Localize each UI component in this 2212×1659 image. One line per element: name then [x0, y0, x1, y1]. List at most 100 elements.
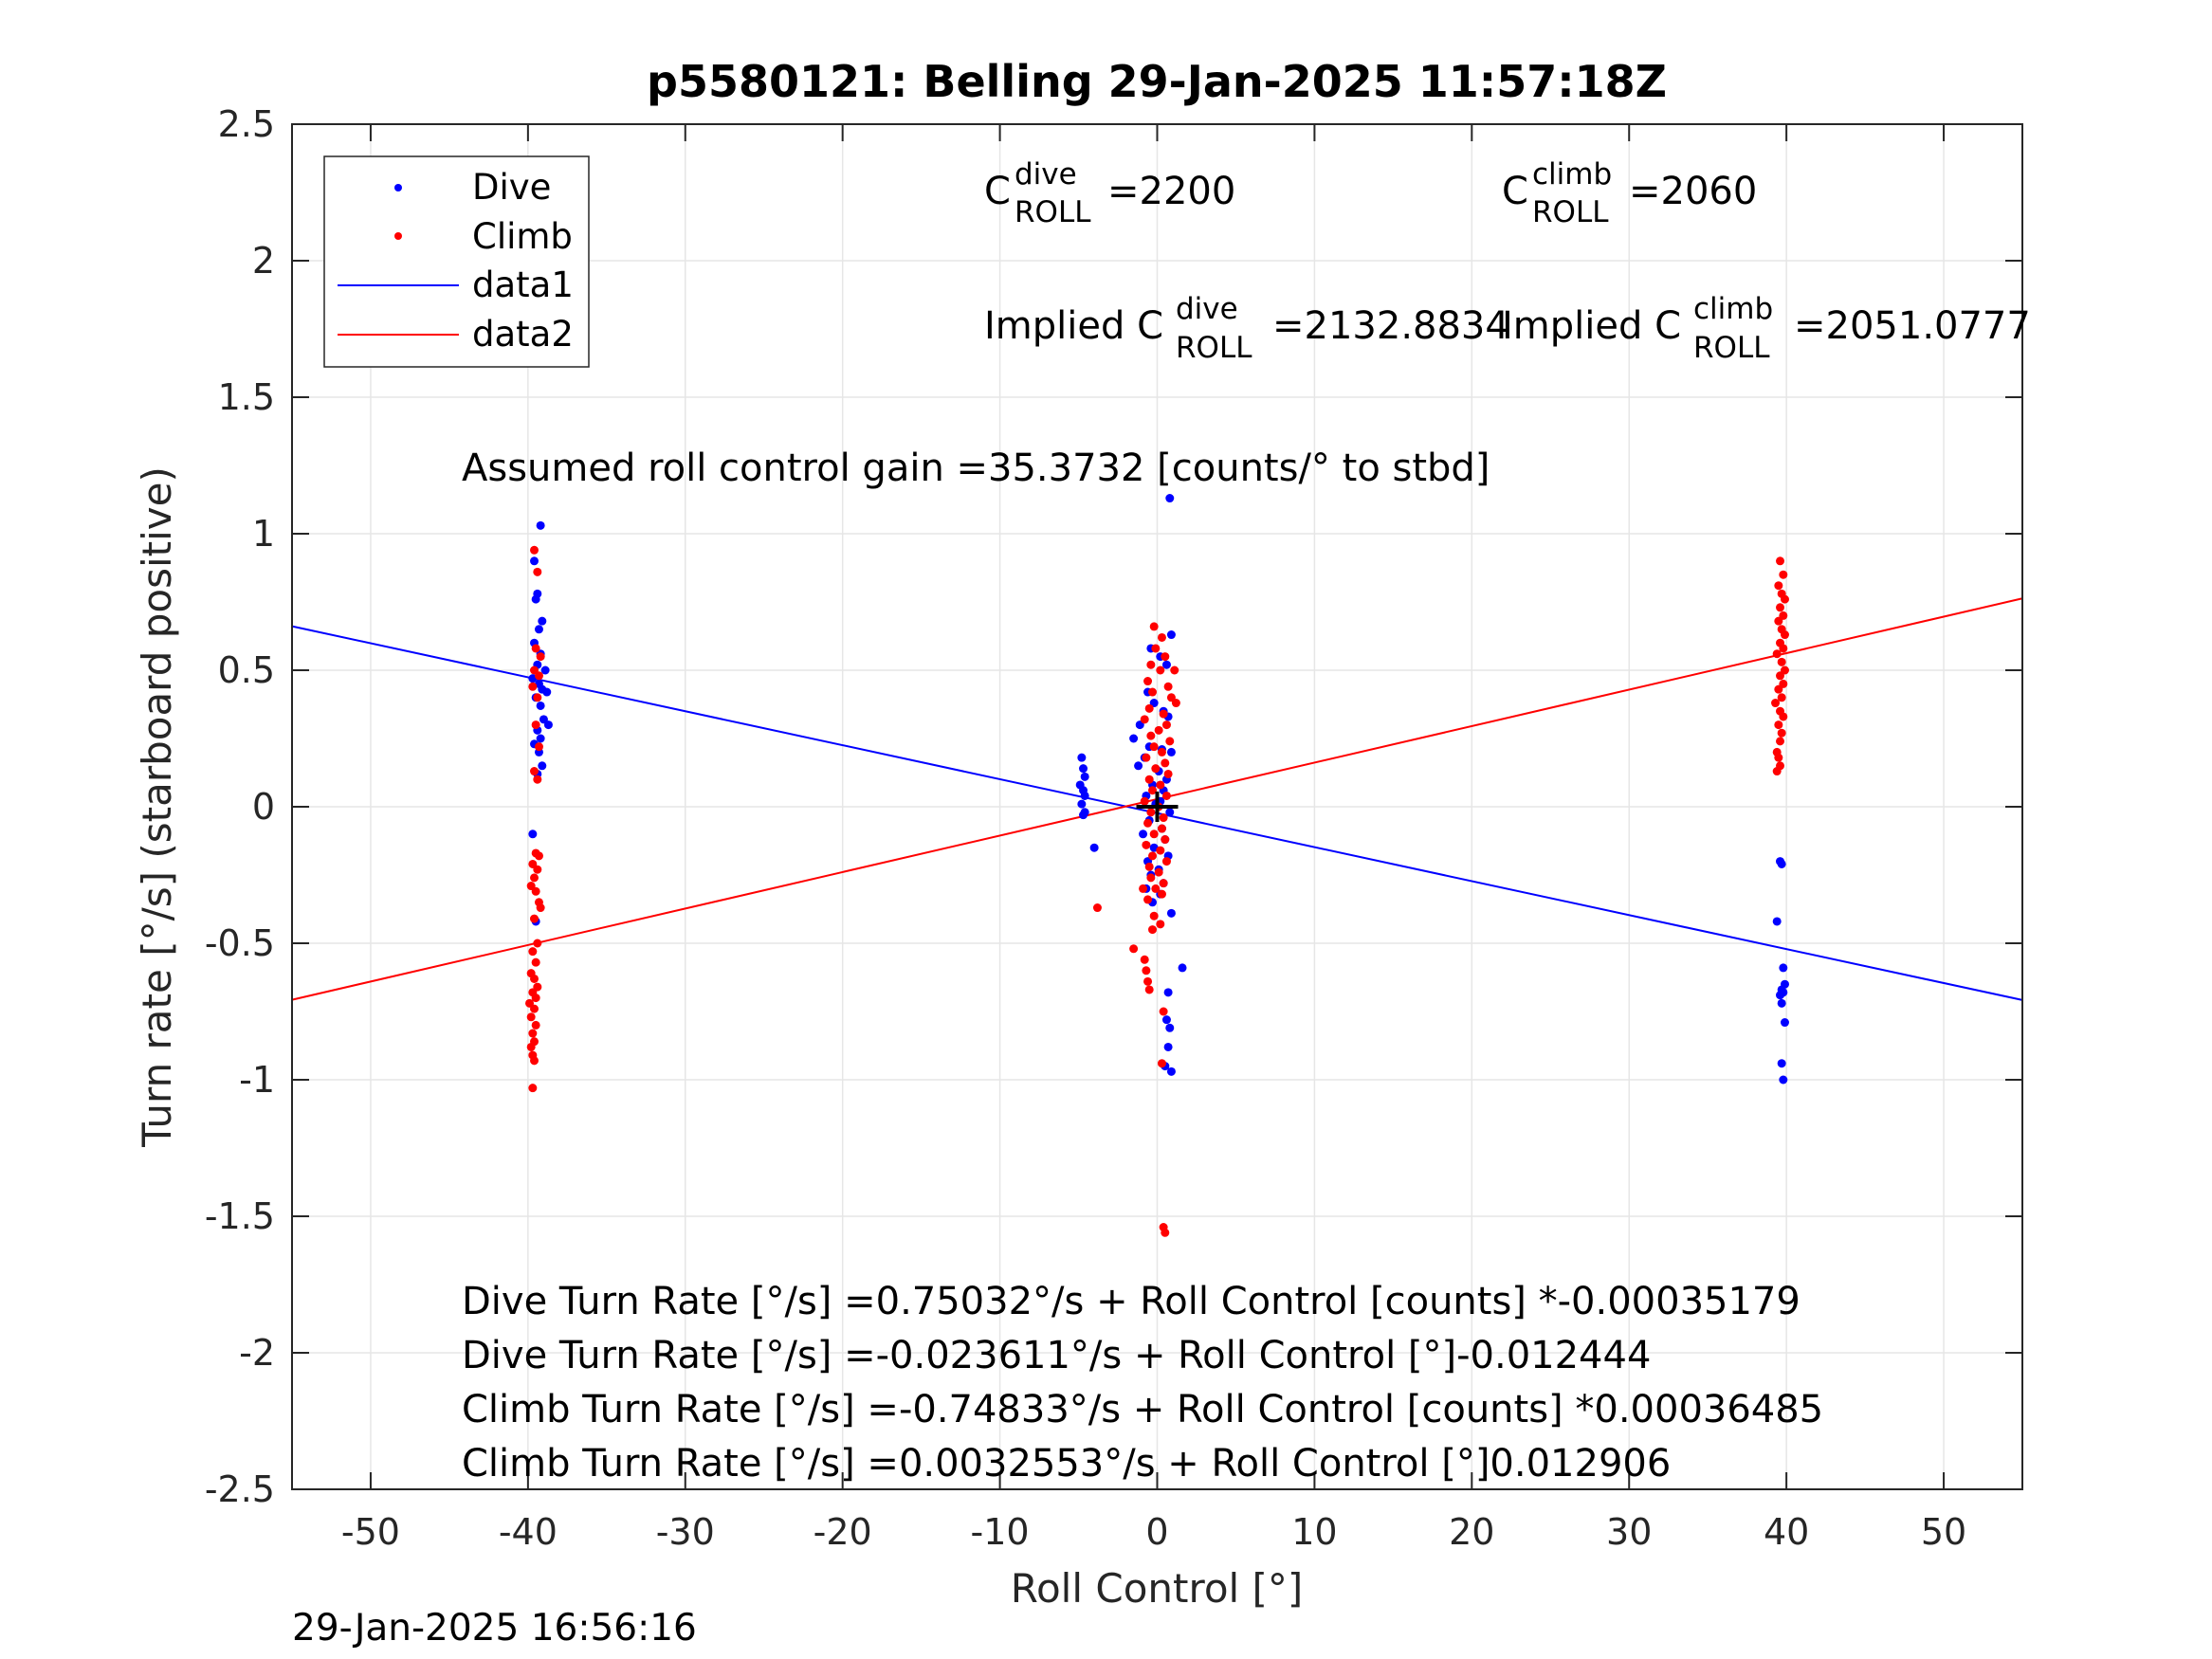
climb-point: [1142, 966, 1151, 975]
climb-point: [1157, 1059, 1166, 1068]
climb-point: [533, 693, 542, 702]
climb-point: [1777, 728, 1786, 738]
x-tick-label: 0: [1145, 1511, 1168, 1553]
climb-point: [526, 1012, 536, 1022]
climb-point: [1776, 737, 1784, 746]
dive-point: [1776, 991, 1784, 1000]
dive-point: [534, 625, 543, 634]
legend-data1-label: data1: [472, 264, 574, 305]
dive-point: [1079, 811, 1088, 820]
climb-point: [530, 873, 539, 883]
climb-point: [536, 903, 545, 913]
climb-point: [1146, 873, 1156, 883]
y-tick-label: 2: [252, 240, 275, 282]
climb-point: [1149, 742, 1159, 752]
climb-point: [1149, 830, 1159, 839]
climb-point: [1161, 835, 1170, 845]
dive-point: [1166, 747, 1176, 757]
climb-point: [530, 1056, 539, 1066]
climb-point: [1151, 884, 1161, 893]
climb-point: [1159, 879, 1168, 888]
y-tick-label: -2: [239, 1332, 275, 1374]
c-roll-climb-annotation: C climb ROLL =2060: [1502, 157, 1757, 229]
climb-point: [1772, 767, 1782, 776]
dive-point: [528, 830, 538, 839]
climb-series: [468, 250, 1789, 1237]
dive-point: [536, 734, 545, 743]
climb-point: [1157, 824, 1166, 833]
implied-climb-value: =2051.0777: [1794, 304, 2031, 348]
climb-point: [1140, 955, 1149, 964]
climb-point: [1779, 644, 1788, 653]
climb-point: [1142, 753, 1151, 762]
climb-point: [1151, 644, 1161, 653]
climb-point: [1144, 703, 1154, 713]
origin-marker: [1136, 792, 1179, 822]
dive-point: [1779, 1075, 1788, 1085]
dive-point: [1139, 830, 1148, 839]
x-tick-label: -40: [499, 1511, 558, 1553]
dive-point: [1178, 963, 1187, 973]
climb-point: [1774, 581, 1783, 591]
implied-climb-sup: climb: [1693, 292, 1773, 326]
equation-dive-degrees: Dive Turn Rate [°/s] =-0.023611°/s + Rol…: [462, 1334, 1651, 1377]
climb-point: [1774, 720, 1783, 730]
climb-point: [1156, 846, 1165, 855]
implied-climb-prefix: Implied C: [1502, 304, 1681, 348]
c-climb-sub: ROLL: [1532, 195, 1609, 229]
climb-point: [1148, 851, 1158, 861]
dive-point: [1129, 734, 1139, 743]
climb-point: [526, 1042, 536, 1051]
climb-point: [1146, 808, 1156, 817]
implied-c-roll-dive-annotation: Implied C dive ROLL =2132.8834: [984, 292, 1509, 365]
dive-point: [1161, 1015, 1171, 1025]
x-tick-label: 30: [1606, 1511, 1652, 1553]
climb-point: [1161, 857, 1171, 866]
climb-point: [1142, 840, 1151, 849]
dive-point: [543, 720, 553, 730]
climb-point: [533, 567, 542, 576]
climb-point: [1144, 862, 1154, 871]
climb-point: [530, 767, 539, 776]
legend-climb-label: Climb: [472, 216, 573, 257]
climb-point: [1148, 786, 1158, 795]
legend-dive-marker: [394, 184, 402, 191]
climb-point: [531, 957, 540, 967]
climb-point: [1161, 1228, 1170, 1237]
climb-point: [531, 994, 540, 1003]
climb-point: [1140, 796, 1149, 806]
y-tick-label: 0: [252, 786, 275, 828]
climb-point: [1149, 911, 1159, 921]
climb-point: [1776, 603, 1784, 612]
climb-point: [1779, 712, 1788, 721]
dive-point: [536, 701, 545, 710]
dive-point: [530, 556, 539, 566]
climb-point: [1163, 682, 1173, 691]
y-axis-label: Turn rate [°/s] (starboard positive): [134, 466, 180, 1148]
climb-point: [1779, 570, 1788, 579]
climb-point: [531, 720, 540, 730]
climb-point: [531, 644, 540, 653]
c-roll-dive-annotation: C dive ROLL =2200: [984, 157, 1235, 229]
climb-point: [1146, 731, 1156, 740]
climb-point: [1159, 1007, 1168, 1016]
x-tick-label: -30: [656, 1511, 715, 1553]
x-tick-label: 40: [1764, 1511, 1809, 1553]
data-points: [468, 250, 1789, 1237]
dive-point: [1089, 843, 1099, 852]
dive-point: [1080, 772, 1089, 781]
y-tick-label: 1: [252, 513, 275, 555]
climb-point: [1161, 791, 1171, 800]
dive-point: [538, 761, 547, 771]
legend-data2-label: data2: [472, 314, 574, 355]
legend-dive-label: Dive: [472, 167, 551, 208]
c-dive-prefix: C: [984, 170, 1011, 213]
climb-point: [1154, 867, 1163, 877]
x-tick-label: -20: [814, 1511, 872, 1553]
dive-point: [1777, 1059, 1786, 1068]
dive-point: [531, 594, 540, 604]
climb-point: [1143, 895, 1153, 904]
implied-dive-sub: ROLL: [1176, 331, 1252, 365]
climb-point: [1163, 769, 1173, 778]
climb-point: [1776, 556, 1784, 566]
